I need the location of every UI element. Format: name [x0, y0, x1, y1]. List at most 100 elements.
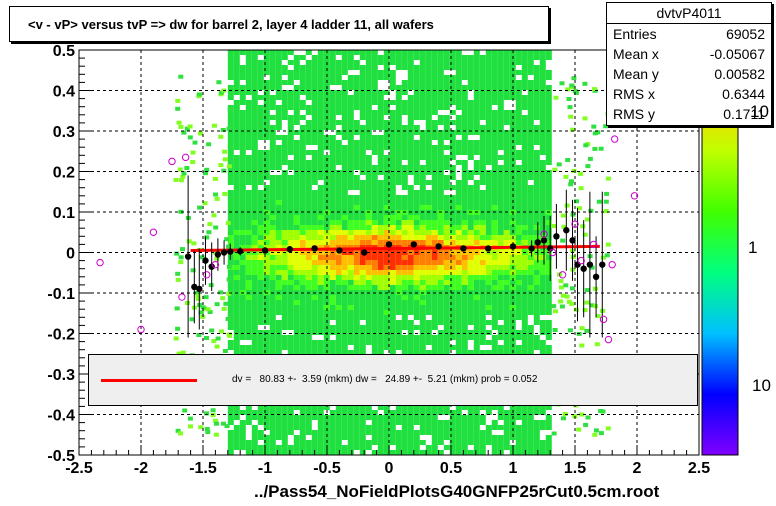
- density-cell: [377, 105, 384, 110]
- density-cell: [287, 235, 294, 240]
- density-cell: [245, 90, 252, 95]
- density-cell: [413, 150, 420, 155]
- density-cell: [323, 190, 330, 195]
- density-cell: [485, 60, 492, 65]
- density-cell: [425, 350, 432, 355]
- density-cell: [419, 320, 426, 325]
- density-cell: [407, 55, 414, 60]
- density-cell: [287, 280, 294, 285]
- density-cell: [419, 150, 426, 155]
- density-cell: [281, 415, 288, 420]
- density-cell: [359, 255, 366, 260]
- stats-label: Mean y: [613, 66, 659, 82]
- density-cell: [269, 265, 276, 270]
- density-cell: [389, 420, 396, 425]
- density-cell: [473, 330, 480, 335]
- density-cell: [539, 140, 546, 145]
- density-cell: [269, 75, 276, 80]
- density-cell: [341, 320, 348, 325]
- density-cell: [527, 55, 534, 60]
- density-cell: [431, 345, 438, 350]
- density-cell: [449, 130, 456, 135]
- density-cell: [257, 195, 264, 200]
- density-cell: [269, 270, 276, 275]
- density-cell: [443, 340, 450, 345]
- density-cell: [449, 95, 456, 100]
- density-cell: [305, 295, 312, 300]
- density-cell: [359, 310, 366, 315]
- density-cell: [225, 317, 231, 321]
- density-cell: [473, 230, 480, 235]
- density-cell: [437, 230, 444, 235]
- density-cell: [515, 440, 522, 445]
- density-cell: [497, 80, 504, 85]
- density-cell: [449, 325, 456, 330]
- density-cell: [449, 420, 456, 425]
- density-cell: [527, 435, 534, 440]
- density-cell: [431, 405, 438, 410]
- density-cell: [263, 150, 270, 155]
- density-cell: [413, 285, 420, 290]
- density-cell: [257, 160, 264, 165]
- density-cell: [251, 310, 258, 315]
- density-cell: [377, 115, 384, 120]
- density-cell: [305, 325, 312, 330]
- density-cell: [479, 70, 486, 75]
- density-cell: [175, 428, 181, 433]
- density-cell: [431, 195, 438, 200]
- density-cell: [407, 160, 414, 165]
- density-cell: [329, 275, 336, 280]
- density-cell: [431, 165, 438, 170]
- density-cell: [347, 130, 354, 135]
- density-cell: [437, 75, 444, 80]
- density-cell: [395, 50, 402, 55]
- density-cell: [305, 225, 312, 230]
- density-cell: [245, 295, 252, 300]
- density-cell: [473, 85, 480, 90]
- density-cell: [329, 155, 336, 160]
- density-cell: [347, 325, 354, 330]
- density-cell: [299, 280, 306, 285]
- density-cell: [509, 135, 516, 140]
- density-cell: [257, 300, 264, 305]
- density-cell: [299, 65, 306, 70]
- density-cell: [443, 205, 450, 210]
- density-cell: [455, 335, 462, 340]
- density-cell: [521, 350, 528, 355]
- density-cell: [269, 195, 276, 200]
- density-cell: [287, 230, 294, 235]
- density-cell: [491, 405, 498, 410]
- density-cell: [341, 95, 348, 100]
- density-cell: [449, 170, 456, 175]
- density-cell: [491, 110, 498, 115]
- density-cell: [281, 280, 288, 285]
- density-cell: [251, 240, 258, 245]
- density-cell: [287, 325, 294, 330]
- density-cell: [293, 235, 300, 240]
- density-cell: [467, 300, 474, 305]
- density-cell: [194, 291, 200, 295]
- density-cell: [377, 190, 384, 195]
- density-cell: [563, 283, 569, 288]
- density-cell: [389, 450, 396, 455]
- density-cell: [281, 155, 288, 160]
- density-cell: [245, 305, 252, 310]
- density-cell: [257, 60, 264, 65]
- density-cell: [275, 180, 282, 185]
- density-cell: [491, 135, 498, 140]
- density-cell: [503, 225, 510, 230]
- density-cell: [383, 185, 390, 190]
- density-cell: [413, 145, 420, 150]
- density-cell: [371, 135, 378, 140]
- density-cell: [227, 340, 234, 345]
- density-cell: [329, 175, 336, 180]
- density-cell: [323, 75, 330, 80]
- density-cell: [561, 416, 566, 421]
- density-cell: [377, 195, 384, 200]
- density-cell: [353, 205, 360, 210]
- density-cell: [389, 185, 396, 190]
- density-cell: [329, 310, 336, 315]
- density-cell: [389, 75, 396, 80]
- density-cell: [251, 175, 258, 180]
- density-cell: [329, 215, 336, 220]
